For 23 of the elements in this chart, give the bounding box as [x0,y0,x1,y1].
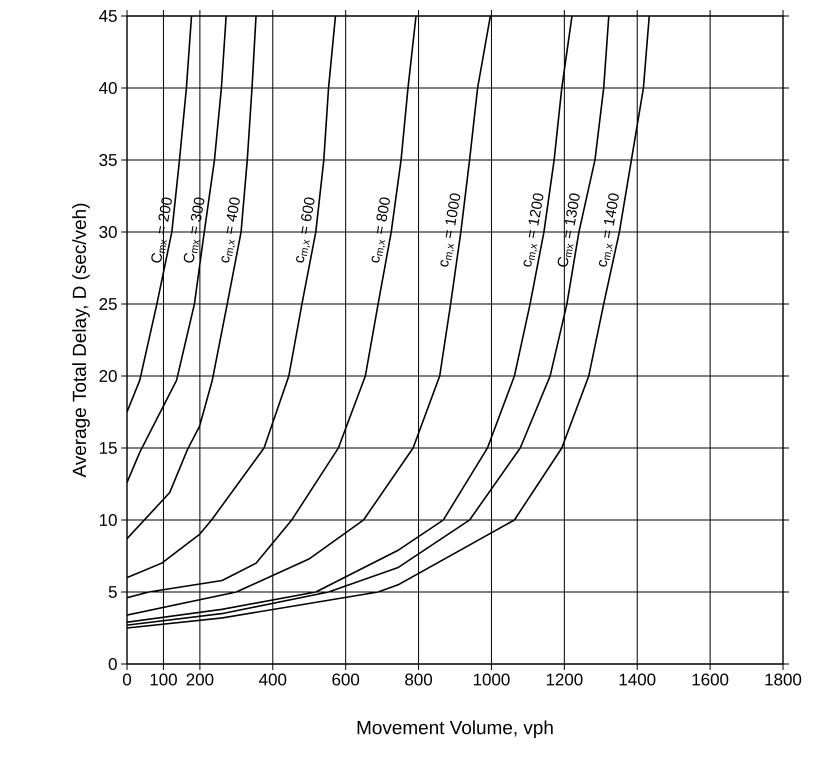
x-tick-label: 1600 [692,674,728,686]
y-tick-label: 5 [108,586,117,598]
x-tick-label: 0 [122,674,132,686]
x-tick-label: 1000 [474,674,510,686]
x-tick-label: 100 [150,674,177,686]
x-tick-label: 600 [332,674,360,686]
y-tick-label: 40 [99,82,117,94]
y-tick-label: 15 [100,442,117,454]
y-tick-label: 45 [99,10,117,22]
y-tick-label: 0 [108,658,117,670]
x-axis-title: Movement Volume, vph [358,720,553,738]
x-tick-label: 1200 [546,674,583,686]
x-tick-label: 1800 [765,674,802,686]
x-tick-label: 400 [259,674,286,686]
y-axis-title: Average Total Delay, D (sec/veh) [72,204,90,478]
x-tick-label: 200 [186,674,214,686]
y-tick-label: 20 [100,370,117,382]
x-tick-label: 800 [405,674,432,686]
y-tick-label: 10 [100,514,117,526]
x-tick-label: 1400 [620,674,656,686]
y-tick-label: 35 [99,154,117,166]
y-tick-label: 25 [100,298,117,310]
y-tick-label: 30 [99,226,117,238]
